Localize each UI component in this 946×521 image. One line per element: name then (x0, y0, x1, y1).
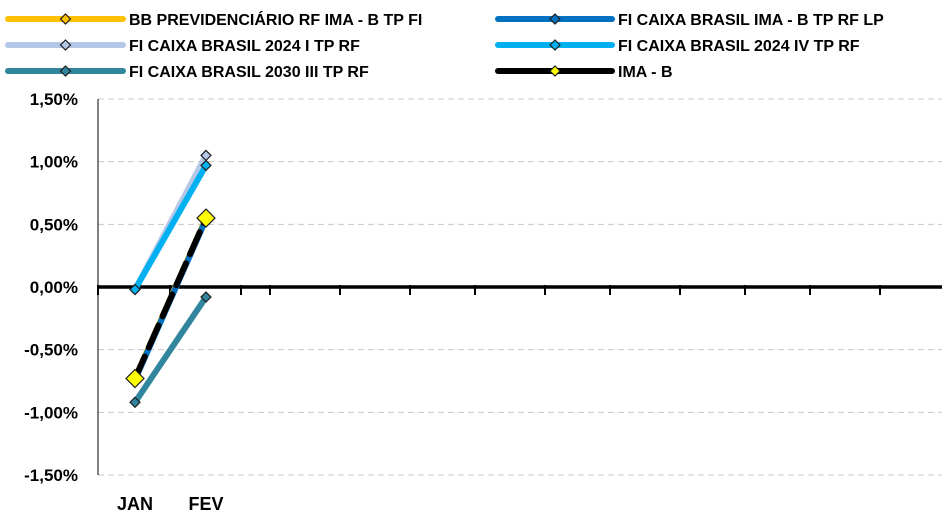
legend-marker (549, 65, 561, 77)
y-tick-label: 0,00% (30, 278, 78, 297)
legend-marker (59, 13, 72, 25)
y-tick-label: -0,50% (24, 341, 78, 360)
data-point (129, 283, 141, 296)
y-tick-label: -1,00% (24, 403, 78, 422)
legend: BB PREVIDENCIÁRIO RF IMA - B TP FI FI CAI… (5, 10, 884, 81)
series-line (129, 291, 212, 409)
series-lines (125, 149, 216, 409)
x-axis-ticks: JAN FEV (117, 494, 224, 514)
legend-entry: FI CAIXA BRASIL 2024 IV TP RF (495, 38, 860, 55)
data-point (200, 159, 212, 172)
legend-label: IMA - B (618, 64, 673, 81)
legend-entry: FI CAIXA BRASIL 2024 I TP RF (5, 38, 360, 55)
series-line (129, 159, 212, 296)
data-point (200, 291, 212, 303)
x-tick-label: FEV (188, 494, 223, 514)
data-point (129, 396, 141, 409)
legend-entry: FI CAIXA BRASIL IMA - B TP RF LP (495, 12, 884, 29)
legend-marker (549, 13, 561, 25)
y-tick-label: 1,50% (30, 90, 78, 109)
series-path (132, 162, 209, 293)
legend-label: FI CAIXA BRASIL 2024 IV TP RF (618, 38, 860, 55)
legend-marker (549, 39, 561, 51)
legend-marker (59, 39, 72, 51)
data-point (196, 208, 216, 228)
y-axis-ticks: 1,50% 1,00% 0,50% 0,00% -0,50% -1,00% -1,50% (24, 90, 78, 485)
y-tick-label: 0,50% (30, 215, 78, 234)
legend-label: FI CAIXA BRASIL 2030 III TP RF (129, 64, 369, 81)
data-point (125, 368, 145, 389)
series-path (132, 294, 209, 406)
grid (97, 98, 942, 476)
legend-marker (59, 65, 72, 77)
legend-entry: IMA - B (495, 64, 673, 81)
series-line (125, 208, 216, 389)
legend-label: FI CAIXA BRASIL IMA - B TP RF LP (618, 12, 884, 29)
legend-entry: BB PREVIDENCIÁRIO RF IMA - B TP FI (5, 10, 422, 29)
x-tick-label: JAN (117, 494, 153, 514)
series-path (132, 215, 209, 382)
y-tick-label: 1,00% (30, 153, 78, 172)
legend-entry: FI CAIXA BRASIL 2030 III TP RF (5, 64, 369, 81)
y-tick-label: -1,50% (24, 466, 78, 485)
legend-label: FI CAIXA BRASIL 2024 I TP RF (129, 38, 360, 55)
legend-label: BB PREVIDENCIÁRIO RF IMA - B TP FI (129, 10, 422, 29)
